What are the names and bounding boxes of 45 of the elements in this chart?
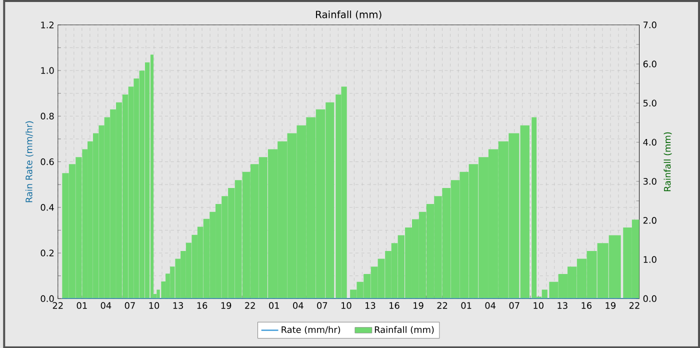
y2-tick-label: 2.0 <box>643 216 656 224</box>
x-tick-label: 22 <box>245 302 255 309</box>
y-tick-label: 0.6 <box>40 158 54 165</box>
y-axis-title: Rain Rate (mm/hr) <box>25 121 34 202</box>
x-tick-label: 19 <box>414 302 424 309</box>
x-tick-label: 01 <box>76 302 87 309</box>
x-tick-label: 16 <box>582 302 592 309</box>
y2-tick-label: 4.0 <box>643 138 656 146</box>
x-tick-label: 04 <box>293 302 304 309</box>
legend-label: Rainfall (mm) <box>374 326 434 334</box>
y-tick-label: 0.4 <box>40 204 54 211</box>
legend-label: Rate (mm/hr) <box>282 326 340 334</box>
y-tick-label: 1.2 <box>41 21 54 28</box>
x-tick-label: 13 <box>366 302 376 309</box>
x-tick-label: 19 <box>606 302 616 309</box>
x-tick-label: 07 <box>317 302 328 309</box>
x-tick-label: 10 <box>341 302 352 309</box>
y-tick-label: 0.0 <box>40 295 54 302</box>
y2-tick-label: 3.0 <box>643 178 656 184</box>
y-tick-label: 0.2 <box>40 249 54 256</box>
y2-tick-label: 5.0 <box>643 100 656 106</box>
y2-tick-label: 7.0 <box>644 21 656 28</box>
y2-tick-label: 1.0 <box>644 256 656 263</box>
x-tick-label: 22 <box>437 302 448 309</box>
x-tick-label: 10 <box>149 302 160 309</box>
x-tick-label: 13 <box>173 302 183 309</box>
x-tick-label: 19 <box>221 302 232 309</box>
x-tick-label: 04 <box>100 302 112 309</box>
y2-axis-title: Rainfall (mm) <box>664 132 672 191</box>
x-tick-label: 07 <box>124 302 135 309</box>
x-tick-label: 01 <box>461 302 472 309</box>
x-tick-label: 16 <box>197 302 208 309</box>
x-tick-label: 07 <box>509 302 520 309</box>
x-tick-label: 10 <box>534 302 544 309</box>
y-tick-label: 1.0 <box>41 66 54 74</box>
y-tick-label: 0.8 <box>40 112 54 120</box>
x-tick-label: 04 <box>485 302 496 309</box>
x-tick-label: 22 <box>52 302 63 309</box>
y2-tick-label: 0.0 <box>643 295 656 302</box>
x-tick-label: 13 <box>558 302 568 309</box>
x-tick-label: 16 <box>390 302 400 309</box>
x-tick-label: 22 <box>629 302 640 309</box>
chart-title: Rainfall (mm) <box>316 10 382 20</box>
y2-tick-label: 6.0 <box>643 60 656 68</box>
x-tick-label: 01 <box>269 302 279 309</box>
